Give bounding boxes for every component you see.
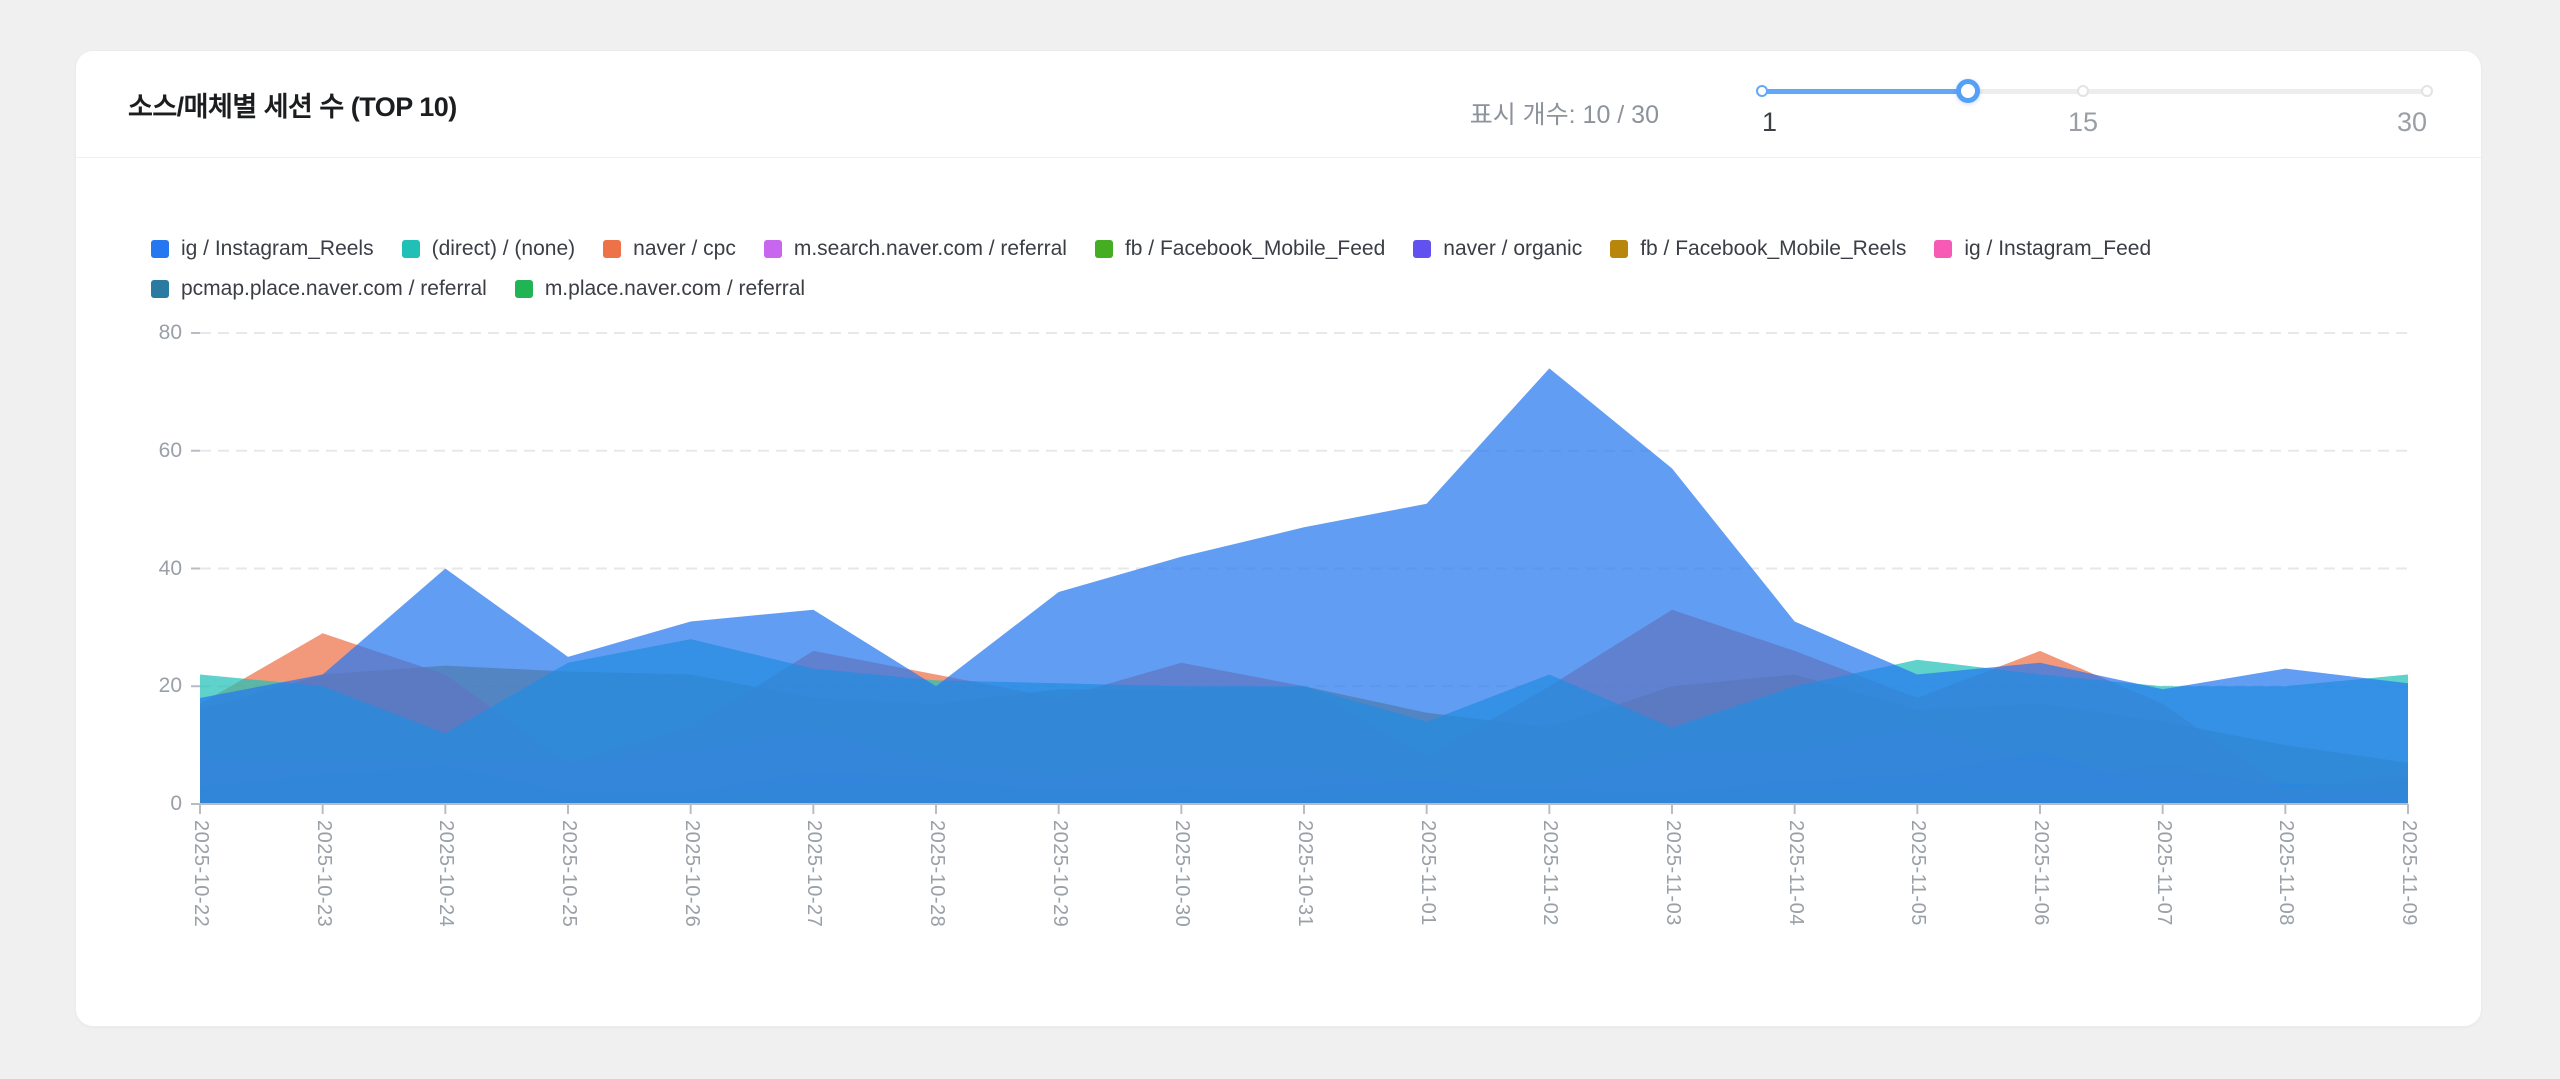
- legend-item[interactable]: ig / Instagram_Feed: [1934, 237, 2151, 261]
- x-axis-tick-label: 2025-11-03: [1662, 820, 1684, 926]
- x-axis-tick-label: 2025-10-29: [1048, 820, 1071, 928]
- x-axis-tick-label: 2025-10-23: [312, 820, 335, 928]
- legend-item[interactable]: naver / organic: [1413, 237, 1582, 261]
- legend-item[interactable]: fb / Facebook_Mobile_Reels: [1610, 237, 1906, 261]
- x-axis-tick-label: 2025-10-27: [803, 820, 826, 928]
- legend-label: fb / Facebook_Mobile_Reels: [1640, 237, 1907, 260]
- legend-item[interactable]: pcmap.place.naver.com / referral: [151, 277, 487, 301]
- legend-item[interactable]: fb / Facebook_Mobile_Feed: [1094, 237, 1386, 261]
- x-axis-tick-label: 2025-11-05: [1907, 820, 1930, 926]
- x-axis-tick-label: 2025-11-02: [1539, 820, 1562, 926]
- x-axis-tick-label: 2025-11-09: [2398, 820, 2420, 926]
- legend-label: (direct) / (none): [431, 237, 576, 260]
- x-axis-tick-label: 2025-10-30: [1171, 820, 1194, 928]
- legend-label: ig / Instagram_Reels: [181, 237, 374, 260]
- slider-fill: [1762, 89, 1969, 94]
- slider-mark-max-dot[interactable]: [2421, 85, 2433, 97]
- x-axis-tick-label: 2025-10-25: [558, 820, 580, 928]
- card-header: 소스/매체별 세션 수 (TOP 10) 표시 개수: 10 / 30 1 15…: [76, 51, 2481, 158]
- x-axis-tick-label: 2025-11-07: [2152, 820, 2175, 926]
- legend-swatch-icon: [1610, 240, 1629, 258]
- slider-mark-min-dot[interactable]: [1756, 85, 1768, 97]
- legend-swatch-icon: [763, 240, 782, 258]
- legend-label: ig / Instagram_Feed: [1964, 237, 2152, 260]
- legend-item[interactable]: (direct) / (none): [401, 237, 576, 261]
- legend-swatch-icon: [1934, 240, 1953, 258]
- legend-row: pcmap.place.naver.com / referral m.place.…: [151, 277, 2411, 301]
- legend-swatch-icon: [151, 280, 169, 298]
- x-axis-tick-label: 2025-11-01: [1416, 820, 1439, 926]
- chart-canvas[interactable]: 0 20 40 60 80 2025-10-22 2025-10-23 2025-10-24 2…: [76, 51, 2483, 1028]
- legend-label: m.place.naver.com / referral: [544, 277, 806, 300]
- legend-item[interactable]: ig / Instagram_Reels: [151, 237, 374, 261]
- legend-swatch-icon: [603, 240, 622, 258]
- y-axis-tick-label: 80: [158, 321, 182, 344]
- legend-item[interactable]: m.search.naver.com / referral: [763, 237, 1067, 261]
- legend-swatch-icon: [1413, 240, 1432, 258]
- page-title: 소스/매체별 세션 수 (TOP 10): [128, 92, 457, 122]
- x-axis-tick-label: 2025-10-28: [926, 820, 948, 928]
- display-count-label: 표시 개수: 10 / 30: [1469, 101, 1659, 129]
- chart-card: 소스/매체별 세션 수 (TOP 10) 표시 개수: 10 / 30 1 15…: [75, 50, 2482, 1027]
- x-axis-tick-label: 2025-11-04: [1784, 820, 1807, 926]
- slider-label-mid: 15: [2068, 107, 2099, 137]
- legend-swatch-icon: [1094, 240, 1113, 258]
- slider-labels: 1 15 30: [1762, 107, 2427, 143]
- legend-swatch-icon: [514, 280, 533, 298]
- x-axis-tick-label: 2025-11-08: [2275, 820, 2298, 926]
- legend-swatch-icon: [151, 240, 169, 258]
- legend-item[interactable]: naver / cpc: [603, 237, 736, 261]
- x-axis-tick-label: 2025-10-22: [190, 820, 212, 928]
- x-axis-tick-label: 2025-10-31: [1294, 820, 1316, 928]
- legend-row: ig / Instagram_Reels (direct) / (none) nav…: [151, 237, 2411, 261]
- y-axis-tick-label: 60: [158, 438, 182, 462]
- slider-label-max: 30: [2396, 107, 2427, 137]
- slider-mark-mid-dot[interactable]: [2077, 85, 2090, 97]
- area-series-0: [200, 368, 2408, 804]
- x-axis-tick-label: 2025-10-24: [435, 820, 458, 928]
- slider-handle[interactable]: [1956, 79, 1981, 103]
- y-axis-tick-label: 20: [158, 674, 182, 698]
- legend-label: naver / cpc: [633, 237, 736, 260]
- slider-track[interactable]: [1762, 89, 2427, 94]
- area-chart-svg: [191, 332, 2409, 814]
- chart-legend: ig / Instagram_Reels (direct) / (none) nav…: [151, 237, 2411, 317]
- y-axis-tick-label: 0: [170, 792, 182, 815]
- slider-label-min: 1: [1762, 107, 1778, 137]
- legend-label: naver / organic: [1443, 237, 1583, 260]
- legend-item[interactable]: m.place.naver.com / referral: [514, 277, 806, 301]
- legend-label: pcmap.place.naver.com / referral: [181, 277, 487, 300]
- legend-label: fb / Facebook_Mobile_Feed: [1124, 237, 1386, 260]
- legend-label: m.search.naver.com / referral: [793, 237, 1067, 260]
- y-axis-tick-label: 40: [158, 556, 182, 580]
- legend-swatch-icon: [401, 240, 420, 258]
- top-n-slider: 1 15 30: [1756, 51, 2433, 151]
- x-axis-tick-label: 2025-10-26: [680, 820, 703, 928]
- x-axis-tick-label: 2025-11-06: [2030, 820, 2052, 926]
